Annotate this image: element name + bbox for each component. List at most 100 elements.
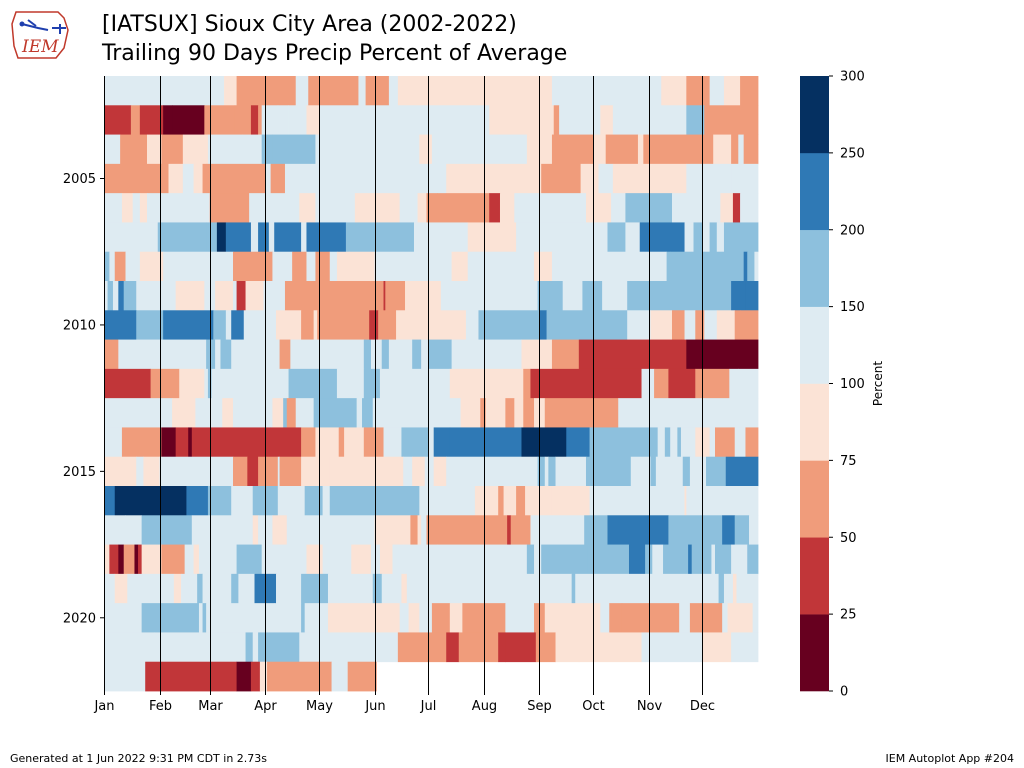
heatmap-cell xyxy=(216,222,227,253)
heatmap-cell xyxy=(202,603,207,633)
heatmap-cell xyxy=(250,222,259,253)
heatmap-cell xyxy=(723,76,741,106)
heatmap-cell xyxy=(372,398,461,428)
heatmap-cell xyxy=(747,251,755,282)
heatmap-cell xyxy=(286,515,320,545)
heatmap-cell xyxy=(716,310,736,340)
heatmap-cell xyxy=(722,515,736,545)
heatmap-cell xyxy=(403,456,413,487)
heatmap-cell xyxy=(299,632,383,663)
heatmap-cell xyxy=(372,573,383,604)
colorbar-segment xyxy=(800,383,829,461)
heatmap-cell xyxy=(734,310,741,340)
heatmap-cell xyxy=(671,310,685,340)
heatmap-cell xyxy=(589,427,659,458)
heatmap-cell xyxy=(331,661,349,692)
heatmap-cell xyxy=(446,163,542,194)
heatmap-cell xyxy=(412,339,422,370)
heatmap-cell xyxy=(351,544,356,575)
heatmap-cell xyxy=(277,105,289,135)
heatmap-cell xyxy=(191,515,241,545)
heatmap-cell xyxy=(609,603,623,633)
heatmap-cell xyxy=(446,632,460,663)
heatmap-cell xyxy=(534,544,542,575)
heatmap-cell xyxy=(304,603,329,633)
heatmap-cell xyxy=(611,193,626,223)
heatmap-cell xyxy=(381,573,402,604)
y-axis: 2005 2010 2015 2020 xyxy=(63,172,104,626)
heatmap-cell xyxy=(284,163,447,194)
heatmap-cell xyxy=(704,603,723,633)
heatmap-cell xyxy=(327,573,374,604)
heatmap-cell xyxy=(130,105,141,135)
heatmap-cell xyxy=(684,222,694,253)
heatmap-cell xyxy=(204,105,236,135)
heatmap-cell xyxy=(688,544,693,575)
heatmap-cell xyxy=(270,427,302,458)
heatmap-cell xyxy=(163,251,234,282)
heatmap-cell xyxy=(301,603,306,633)
heatmap-cell xyxy=(104,339,119,370)
heatmap-cell xyxy=(458,339,522,370)
heatmap-cells xyxy=(104,76,759,692)
heatmap-cell xyxy=(313,398,358,428)
colorbar-segment xyxy=(800,460,829,538)
colorbar: 0 25 50 75 100 150 200 250 300 xyxy=(800,70,865,700)
heatmap-cell xyxy=(104,222,159,253)
heatmap-cell xyxy=(437,544,528,575)
heatmap-cell xyxy=(138,544,143,575)
heatmap-cell xyxy=(182,134,209,165)
heatmap-cell xyxy=(121,193,134,223)
heatmap-cell xyxy=(369,310,379,340)
heatmap-cell xyxy=(104,368,151,399)
heatmap-cell xyxy=(489,193,501,223)
heatmap-cell xyxy=(206,603,275,633)
heatmap-cell xyxy=(261,105,279,135)
heatmap-cell xyxy=(182,163,194,194)
heatmap-cell xyxy=(234,105,252,135)
heatmap-cell xyxy=(132,193,141,223)
heatmap-cell xyxy=(250,661,261,692)
heatmap-cell xyxy=(419,134,433,165)
colorbar-tick-label: 25 xyxy=(840,608,857,623)
heatmap-cell xyxy=(467,251,535,282)
heatmap-cell xyxy=(304,486,323,516)
heatmap-cell xyxy=(460,398,481,428)
heatmap-cell xyxy=(258,222,270,253)
heatmap-cell xyxy=(358,76,366,106)
y-tick-label: 2010 xyxy=(63,318,96,333)
heatmap-cell xyxy=(245,632,254,663)
heatmap-cell xyxy=(163,105,173,135)
colorbar-segment xyxy=(800,537,829,615)
heatmap-cell xyxy=(693,222,703,253)
heatmap-cell xyxy=(161,427,177,458)
heatmap-cell xyxy=(109,603,119,633)
heatmap-cell xyxy=(704,105,759,135)
colorbar-segment xyxy=(800,152,829,231)
heatmap-cell xyxy=(154,632,207,663)
footer-app-id: IEM Autoplot App #204 xyxy=(885,752,1015,765)
heatmap-cell xyxy=(663,544,689,575)
heatmap-cell xyxy=(743,134,759,165)
heatmap-cell xyxy=(723,573,734,604)
y-tick-label: 2015 xyxy=(63,465,96,480)
heatmap-cell xyxy=(731,281,746,311)
heatmap-cell xyxy=(431,134,528,165)
heatmap-cell xyxy=(686,105,705,135)
heatmap-cell xyxy=(104,105,132,135)
heatmap-cell xyxy=(267,661,332,692)
x-tick-label: Jun xyxy=(364,699,385,714)
heatmap-cell xyxy=(243,310,254,340)
heatmap-cell xyxy=(419,603,433,633)
heatmap-cell xyxy=(406,573,573,604)
heatmap-cell xyxy=(410,515,418,545)
heatmap-cell xyxy=(306,251,316,282)
heatmap-cell xyxy=(383,427,402,458)
heatmap-cell xyxy=(548,456,556,487)
heatmap-cell xyxy=(245,281,264,311)
heatmap-cell xyxy=(399,193,418,223)
heatmap-cell xyxy=(213,310,227,340)
heatmap-cell xyxy=(521,339,553,370)
heatmap-cell xyxy=(120,134,148,165)
heatmap-cell xyxy=(752,603,759,633)
